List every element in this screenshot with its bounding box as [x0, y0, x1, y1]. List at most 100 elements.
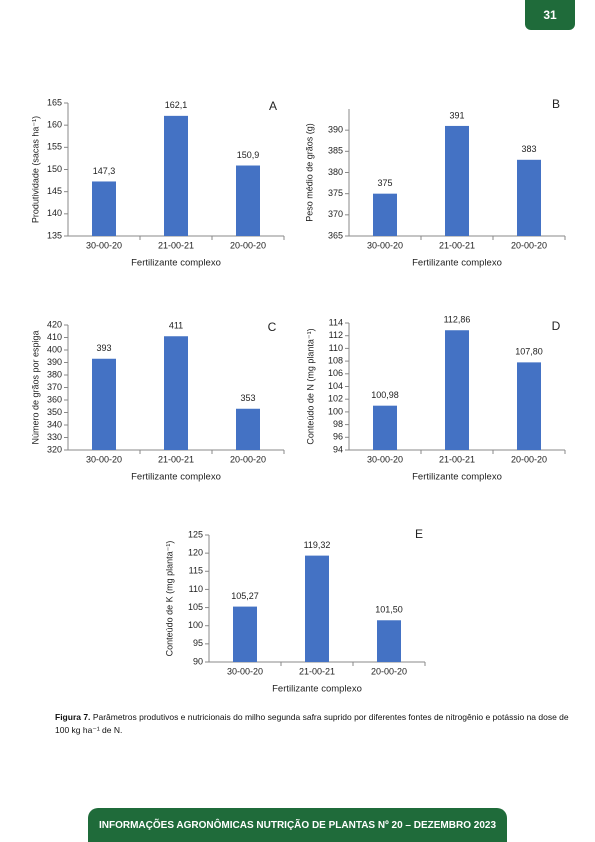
x-axis-title: Fertilizante complexo — [412, 472, 502, 483]
x-tick-label: 30-00-20 — [367, 240, 403, 250]
y-tick-label: 94 — [333, 444, 343, 454]
y-tick-label: 112 — [329, 330, 343, 340]
y-tick-label: 114 — [329, 317, 343, 327]
value-label: 391 — [449, 110, 464, 120]
y-tick-label: 155 — [47, 142, 62, 152]
x-tick-label: 20-00-20 — [371, 666, 407, 676]
value-label: 147,3 — [93, 166, 116, 176]
y-tick-label: 140 — [47, 208, 62, 218]
y-tick-label: 380 — [328, 167, 343, 177]
bar — [233, 606, 257, 662]
x-tick-label: 21-00-21 — [299, 666, 335, 676]
value-label: 375 — [377, 178, 392, 188]
x-axis-title: Fertilizante complexo — [272, 684, 362, 695]
x-tick-label: 20-00-20 — [230, 454, 266, 464]
caption: Figura 7. Parâmetros produtivos e nutric… — [55, 711, 575, 737]
x-tick-label: 21-00-21 — [158, 454, 194, 464]
value-label: 112,86 — [444, 315, 471, 325]
value-label: 383 — [521, 144, 536, 154]
y-tick-label: 95 — [193, 638, 203, 648]
y-tick-label: 90 — [193, 656, 203, 666]
y-tick-label: 125 — [188, 529, 203, 539]
y-tick-label: 165 — [47, 97, 62, 107]
bar — [92, 358, 116, 450]
y-tick-label: 385 — [328, 146, 343, 156]
bar — [92, 181, 116, 236]
value-label: 107,80 — [515, 347, 543, 357]
y-tick-label: 100 — [328, 406, 343, 416]
y-axis-title: Conteúdo de N (mg planta⁻¹) — [305, 328, 315, 444]
charts: 135 140 145 150 155 160 165 147,3 30-00-20 162,1 2… — [30, 97, 566, 695]
y-tick-label: 420 — [47, 319, 62, 329]
y-tick-label: 135 — [47, 230, 62, 240]
y-tick-label: 340 — [47, 419, 62, 429]
value-label: 162,1 — [165, 100, 188, 110]
bar — [377, 620, 401, 662]
caption-text: Parâmetros produtivos e nutricionais do … — [55, 712, 569, 735]
x-tick-label: 30-00-20 — [227, 666, 263, 676]
panel-label: A — [269, 99, 277, 113]
y-tick-label: 360 — [47, 394, 62, 404]
y-tick-label: 110 — [329, 343, 343, 353]
y-tick-label: 96 — [333, 432, 343, 442]
y-tick-label: 330 — [47, 432, 62, 442]
value-label: 411 — [169, 321, 183, 331]
caption-label: Figura 7. — [55, 712, 91, 722]
y-tick-label: 102 — [328, 394, 343, 404]
y-tick-label: 106 — [328, 368, 343, 378]
bar — [445, 330, 469, 450]
value-label: 393 — [96, 343, 111, 353]
bar — [305, 555, 329, 662]
y-tick-label: 160 — [47, 120, 62, 130]
x-tick-label: 21-00-21 — [158, 240, 194, 250]
value-label: 105,27 — [231, 591, 259, 601]
y-tick-label: 370 — [328, 209, 343, 219]
x-tick-label: 30-00-20 — [86, 454, 122, 464]
y-tick-label: 410 — [47, 332, 62, 342]
value-label: 150,9 — [237, 150, 260, 160]
panel-label: E — [415, 527, 423, 541]
x-axis-title: Fertilizante complexo — [131, 472, 221, 483]
value-label: 119,32 — [304, 540, 331, 550]
x-axis-title: Fertilizante complexo — [131, 258, 221, 269]
y-tick-label: 110 — [189, 584, 203, 594]
bar — [164, 336, 188, 450]
y-tick-label: 150 — [47, 164, 62, 174]
value-label: 353 — [240, 393, 255, 403]
y-tick-label: 365 — [328, 230, 343, 240]
y-tick-label: 370 — [47, 382, 62, 392]
y-axis-title: Número de grãos por espiga — [30, 330, 40, 444]
bar — [517, 362, 541, 450]
bar — [445, 125, 469, 236]
bar — [373, 193, 397, 236]
y-tick-label: 350 — [47, 407, 62, 417]
bar — [236, 165, 260, 236]
y-tick-label: 400 — [47, 344, 62, 354]
page-number: 31 — [525, 0, 575, 30]
panel-label: C — [268, 320, 277, 334]
value-label: 100,98 — [371, 390, 399, 400]
y-tick-label: 375 — [328, 188, 343, 198]
y-tick-label: 390 — [328, 125, 343, 135]
x-tick-label: 30-00-20 — [367, 454, 403, 464]
y-axis-title: Conteúdo de K (mg planta⁻¹) — [164, 541, 174, 657]
x-tick-label: 21-00-21 — [439, 240, 475, 250]
x-tick-label: 30-00-20 — [86, 240, 122, 250]
y-tick-label: 98 — [333, 419, 343, 429]
y-axis-title: Produtividade (sacas ha⁻¹) — [30, 116, 40, 223]
y-tick-label: 108 — [328, 355, 343, 365]
y-axis-title: Peso médio de grãos (g) — [304, 123, 314, 222]
x-axis-title: Fertilizante complexo — [412, 258, 502, 269]
y-tick-label: 320 — [47, 444, 62, 454]
bar — [517, 159, 541, 236]
y-tick-label: 115 — [189, 566, 203, 576]
x-tick-label: 20-00-20 — [511, 454, 547, 464]
bar — [236, 408, 260, 450]
y-tick-label: 105 — [188, 602, 203, 612]
x-tick-label: 20-00-20 — [511, 240, 547, 250]
y-tick-label: 390 — [47, 357, 62, 367]
y-tick-label: 145 — [47, 186, 62, 196]
bar — [164, 115, 188, 236]
panel-label: B — [552, 97, 560, 111]
